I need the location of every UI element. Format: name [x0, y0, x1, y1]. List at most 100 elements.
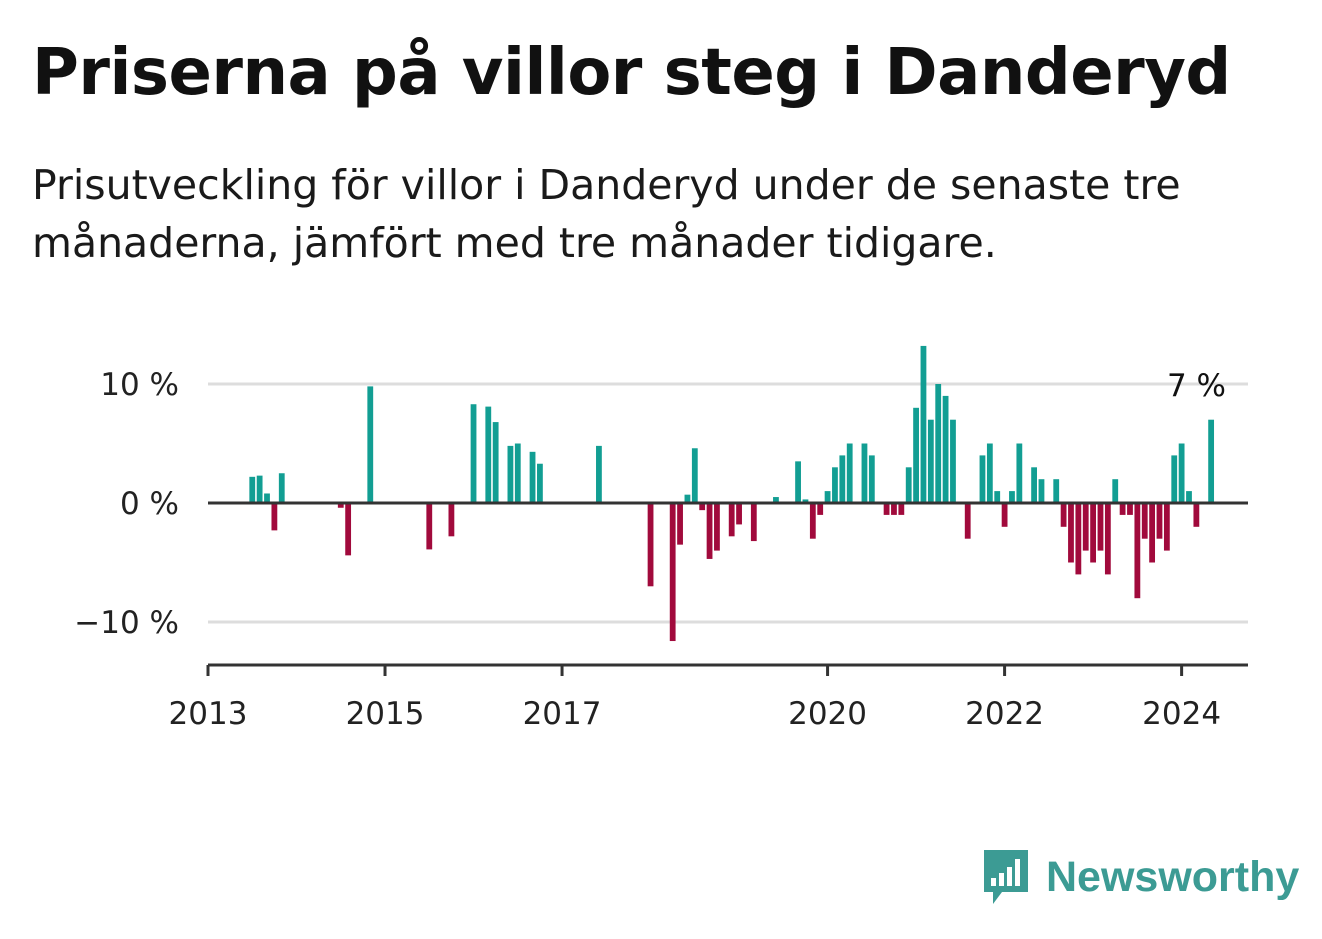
- bar: [1090, 503, 1097, 563]
- bar: [868, 455, 875, 503]
- bar: [1178, 443, 1185, 503]
- bar: [706, 503, 713, 559]
- bar-chart-speech-bubble-icon: [984, 850, 1028, 904]
- bar: [1119, 503, 1126, 515]
- bar: [1171, 455, 1178, 503]
- bar: [537, 463, 543, 503]
- bar: [1068, 503, 1074, 563]
- bar: [1134, 503, 1141, 599]
- bar: [1186, 491, 1192, 503]
- y-axis-labels: 10 % 0 % −10 %: [74, 367, 179, 641]
- bar: [927, 419, 934, 503]
- bar: [249, 476, 256, 503]
- bar: [1009, 491, 1015, 503]
- bar: [485, 406, 492, 503]
- bar: [846, 443, 853, 503]
- bar: [1193, 503, 1200, 527]
- bar: [677, 503, 683, 545]
- y-tick-label: 0 %: [120, 486, 179, 522]
- bar: [345, 503, 352, 556]
- bar: [773, 497, 779, 503]
- chart-subtitle: Prisutveckling för villor i Danderyd und…: [32, 161, 1181, 267]
- x-tick-label: 2022: [965, 696, 1044, 732]
- bar-chart: 10 % 0 % −10 % 2013 2015 2017 2020 2022 2024 7 …: [74, 345, 1248, 732]
- bar: [278, 473, 285, 503]
- bar: [750, 503, 757, 542]
- bar: [920, 345, 927, 503]
- bar: [736, 503, 742, 525]
- bar: [898, 503, 905, 515]
- bar: [1141, 503, 1148, 539]
- bar: [264, 493, 270, 503]
- bar: [1031, 467, 1037, 503]
- bar: [905, 467, 912, 503]
- bar: [1104, 503, 1111, 575]
- brand-name: Newsworthy: [1046, 852, 1300, 901]
- bar: [839, 455, 846, 503]
- bar: [470, 404, 477, 503]
- bar: [337, 503, 344, 508]
- bar: [1038, 479, 1045, 503]
- bar: [529, 451, 536, 503]
- y-tick-label: 10 %: [100, 367, 179, 403]
- bar: [979, 455, 986, 503]
- bar: [824, 491, 831, 503]
- bar: [1060, 503, 1067, 527]
- x-tick-label: 2017: [523, 696, 602, 732]
- bar: [942, 395, 949, 503]
- bar: [1016, 443, 1023, 503]
- bar: [691, 448, 698, 503]
- bar: [271, 503, 278, 531]
- bar: [861, 443, 868, 503]
- chart-title: Priserna på villor steg i Danderyd: [32, 36, 1231, 110]
- bar: [426, 503, 433, 550]
- bar: [891, 503, 897, 515]
- bars: [249, 345, 1215, 642]
- x-tick-label: 2015: [346, 696, 425, 732]
- bar: [883, 503, 890, 515]
- bar: [1112, 479, 1119, 503]
- bar: [1097, 503, 1104, 551]
- bar: [1156, 503, 1163, 539]
- bar: [1075, 503, 1082, 575]
- bar: [950, 419, 956, 503]
- bar: [802, 499, 809, 503]
- bar: [684, 494, 691, 503]
- x-tick-label: 2020: [788, 696, 867, 732]
- x-tick-label: 2024: [1142, 696, 1221, 732]
- bar: [1163, 503, 1170, 551]
- bar: [935, 384, 942, 503]
- bar: [714, 503, 720, 551]
- bar: [699, 503, 706, 511]
- bar: [514, 443, 521, 503]
- bar: [913, 407, 919, 503]
- bar: [832, 467, 838, 503]
- bar: [647, 503, 654, 587]
- bar: [596, 445, 602, 503]
- last-value-label: 7 %: [1167, 368, 1226, 404]
- bar: [986, 443, 993, 503]
- newsworthy-logo: Newsworthy: [980, 846, 1299, 908]
- bar: [1127, 503, 1133, 515]
- bar: [492, 422, 499, 503]
- bar: [669, 503, 676, 642]
- x-axis: 2013 2015 2017 2020 2022 2024: [169, 663, 1248, 732]
- bar: [1082, 503, 1089, 551]
- bar: [728, 503, 735, 537]
- x-tick-label: 2013: [169, 696, 248, 732]
- bar: [1149, 503, 1156, 563]
- bar: [507, 445, 514, 503]
- bar: [809, 503, 816, 539]
- bar: [448, 503, 455, 537]
- bar: [1208, 419, 1215, 503]
- gridlines: [208, 382, 1248, 624]
- bar: [1001, 503, 1008, 527]
- bar: [1053, 479, 1060, 503]
- bar: [817, 503, 824, 515]
- bar: [256, 475, 263, 503]
- bar: [367, 386, 374, 503]
- bar: [994, 491, 1001, 503]
- bar: [964, 503, 971, 539]
- bar: [795, 461, 801, 503]
- y-tick-label: −10 %: [74, 605, 179, 641]
